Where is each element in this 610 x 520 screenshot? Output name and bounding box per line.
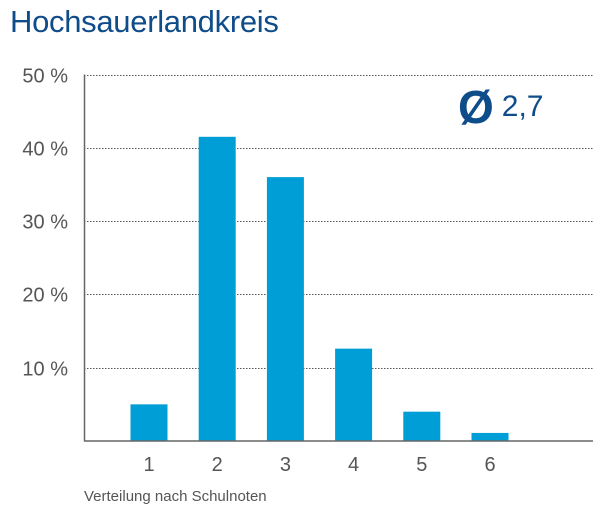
bar-5 <box>403 411 441 441</box>
y-tick-label: 50 % <box>22 66 68 88</box>
bar-1 <box>130 404 168 441</box>
chart-title: Hochsauerlandkreis <box>10 4 279 39</box>
x-tick-label: 2 <box>212 454 223 476</box>
bar-4 <box>335 348 373 441</box>
average-value: 2,7 <box>501 90 544 123</box>
y-tick-label: 40 % <box>22 139 68 161</box>
x-tick-label: 1 <box>143 454 154 476</box>
average-symbol: Ø <box>458 81 494 133</box>
x-tick-label: 6 <box>484 454 495 476</box>
y-tick-label: 30 % <box>22 212 68 234</box>
average-annotation: Ø 2,7 <box>458 84 544 130</box>
x-axis-label: Verteilung nach Schulnoten <box>84 488 267 505</box>
x-tick-label: 5 <box>416 454 427 476</box>
y-tick-label: 20 % <box>22 285 68 307</box>
x-tick-label: 4 <box>348 454 359 476</box>
bar-6 <box>471 432 509 441</box>
x-tick-label: 3 <box>280 454 291 476</box>
bar-2 <box>198 136 236 441</box>
y-tick-label: 10 % <box>22 359 68 381</box>
bar-3 <box>266 177 304 441</box>
